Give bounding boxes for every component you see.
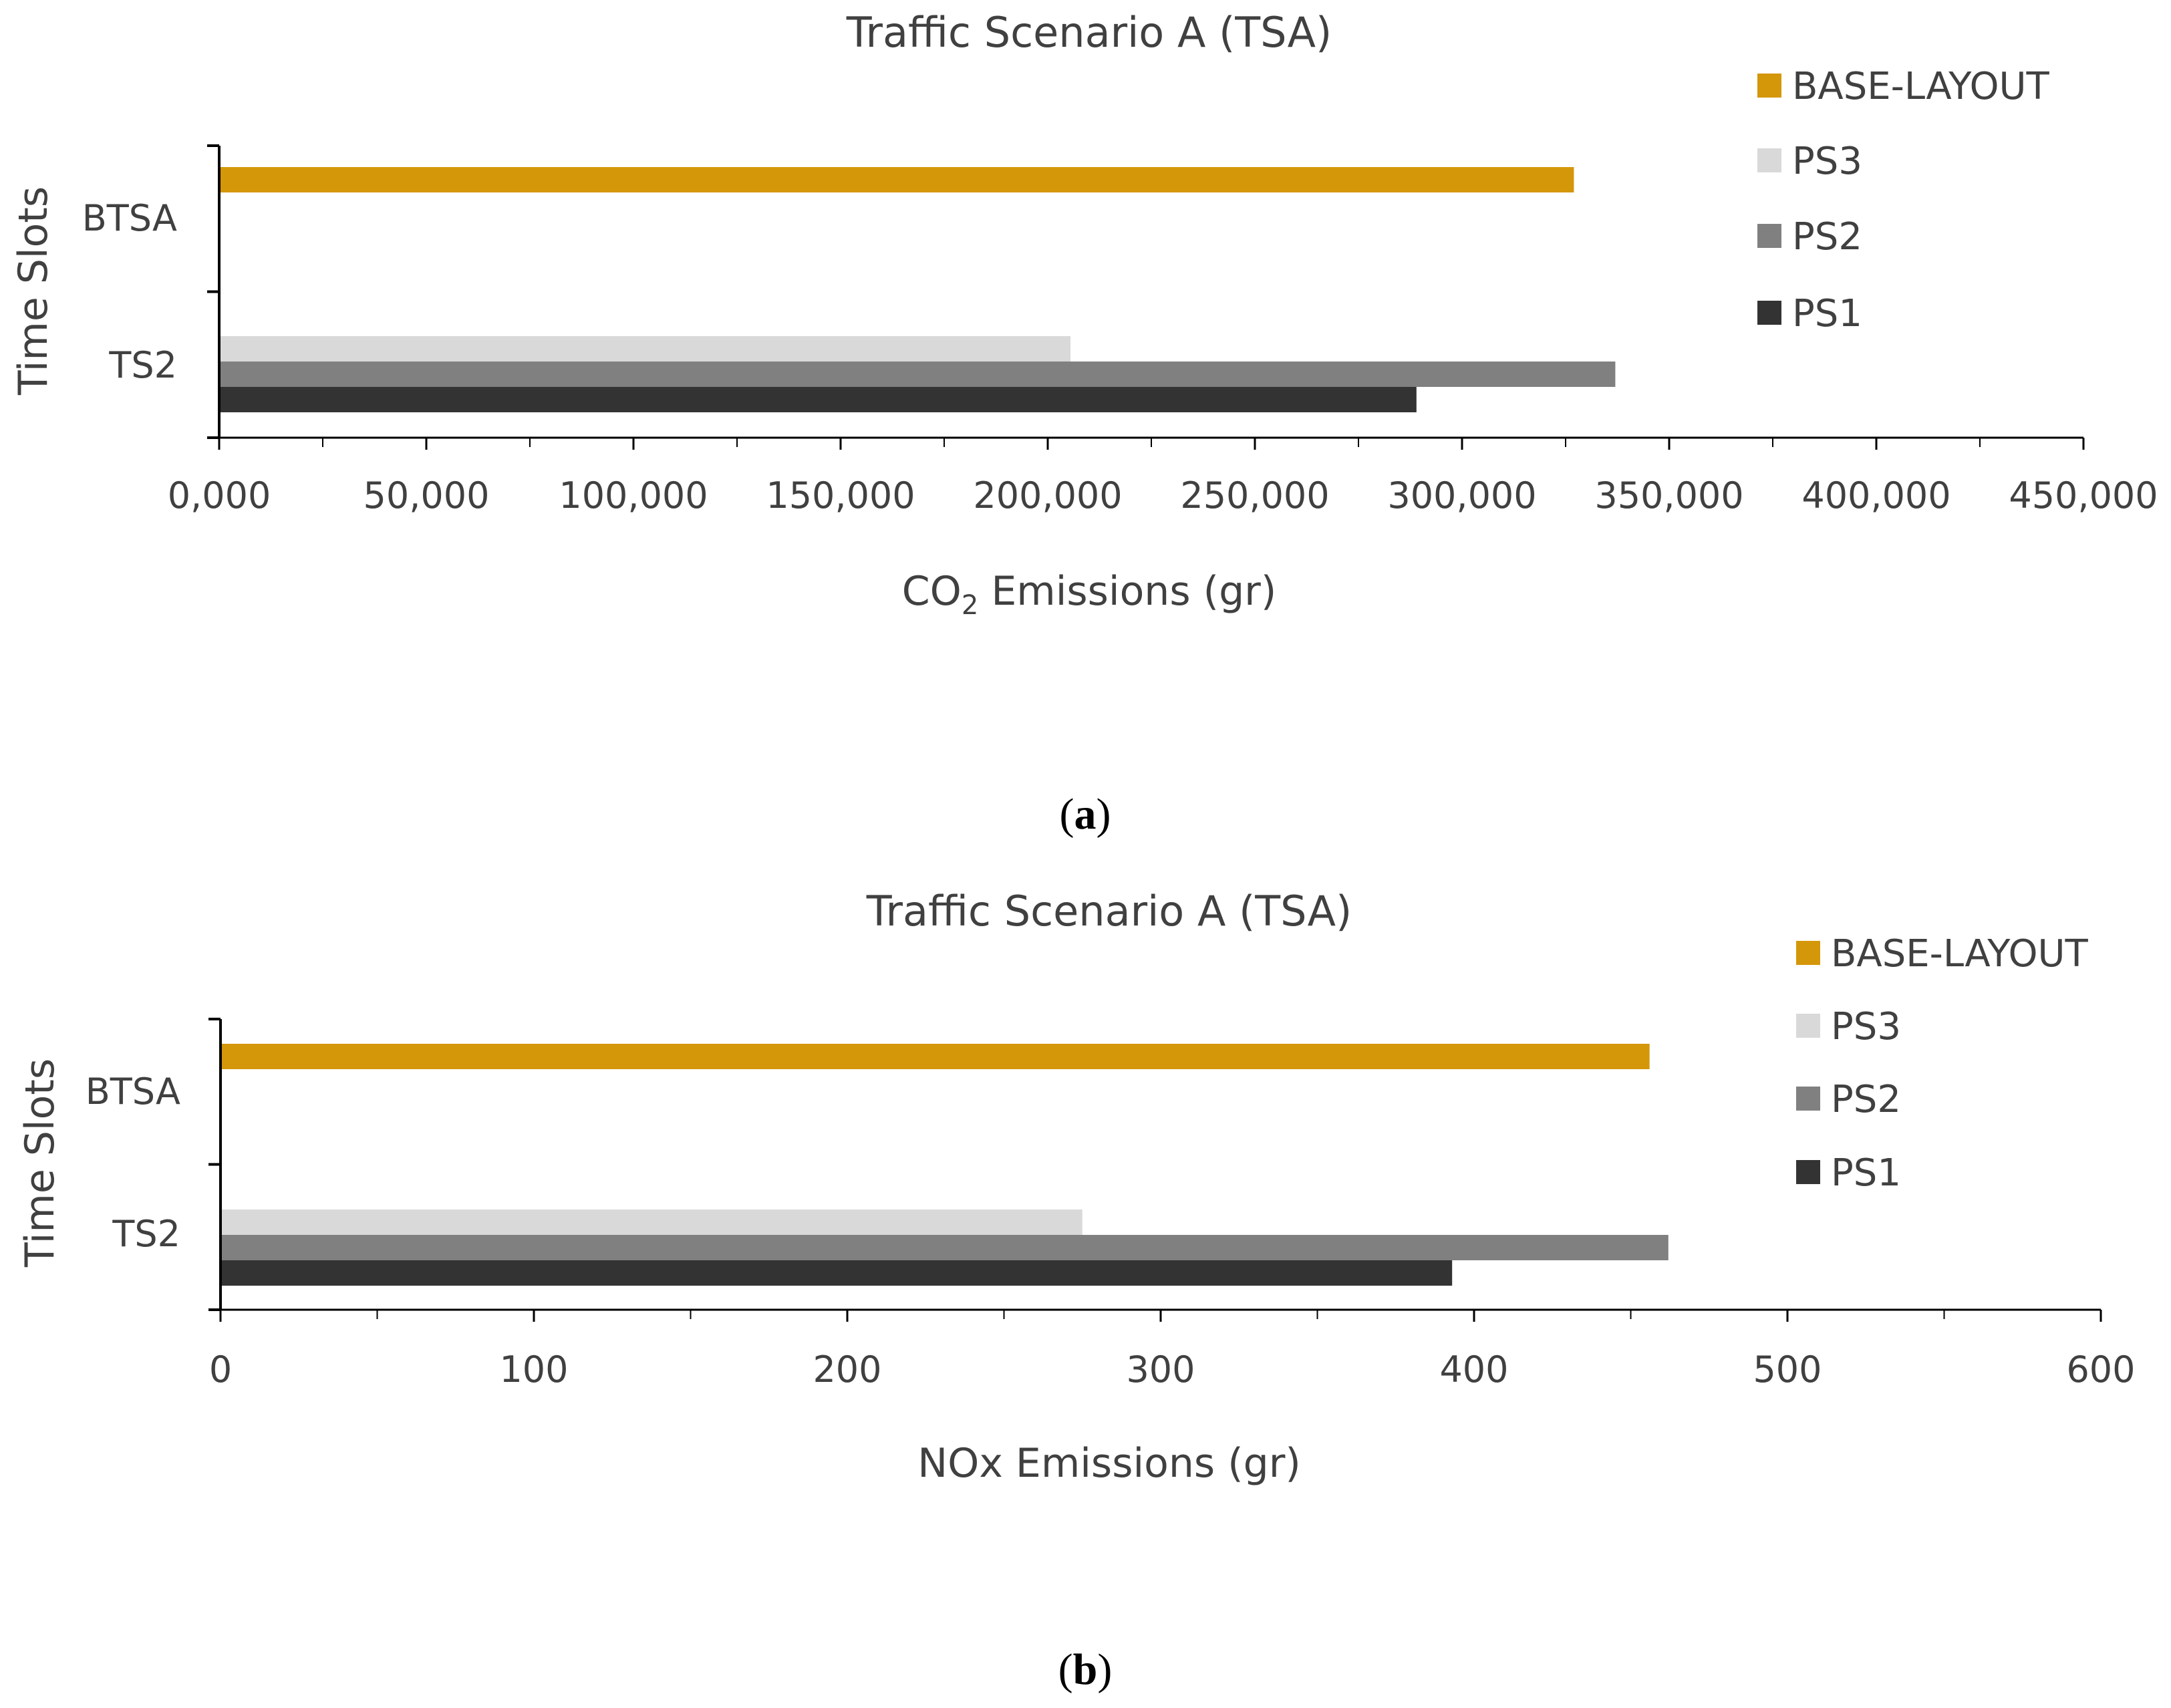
chart-a-legend-label-ps2: PS2 bbox=[1792, 215, 1862, 259]
chart-b-x-tick-label: 0 bbox=[209, 1348, 232, 1391]
chart-b-y-axis-label: Time Slots bbox=[17, 1058, 63, 1268]
chart-a-co2-emissions: Traffic Scenario A (TSA) Time Slots BTSA… bbox=[10, 8, 2158, 839]
chart-b-x-tick-label: 400 bbox=[1439, 1348, 1508, 1391]
chart-b-bar-ps3-ts2 bbox=[221, 1209, 1082, 1235]
chart-a-x-axis-label-rest: Emissions (gr) bbox=[978, 568, 1276, 615]
chart-a-x-tick-labels: 0,000 50,000 100,000 150,000 200,000 250,000 3… bbox=[168, 474, 2158, 517]
chart-a-x-tick-label: 100,000 bbox=[559, 474, 708, 517]
chart-a-x-axis-label-subscript: 2 bbox=[962, 590, 978, 621]
chart-b-legend-swatch-ps1 bbox=[1796, 1160, 1820, 1184]
chart-a-axes bbox=[207, 144, 2085, 450]
chart-a-bar-ps2-ts2 bbox=[219, 362, 1616, 387]
chart-b-x-tick-label: 300 bbox=[1126, 1348, 1195, 1391]
chart-a-legend-label-ps3: PS3 bbox=[1792, 140, 1862, 183]
chart-a-caption: (a) bbox=[1060, 790, 1111, 839]
chart-a-x-tick-label: 350,000 bbox=[1594, 474, 1743, 517]
chart-a-x-tick-label: 400,000 bbox=[1801, 474, 1950, 517]
chart-b-legend-label-ps2: PS2 bbox=[1831, 1078, 1901, 1121]
chart-b-bar-ps2-ts2 bbox=[221, 1235, 1669, 1260]
chart-b-x-tick-labels: 0 100 200 300 400 500 600 bbox=[209, 1348, 2136, 1391]
chart-a-x-tick-label: 150,000 bbox=[766, 474, 915, 517]
chart-b-legend-swatch-base-layout bbox=[1796, 941, 1820, 965]
chart-b-axes bbox=[208, 1018, 2102, 1322]
chart-a-x-tick-label: 50,000 bbox=[364, 474, 490, 517]
chart-b-x-tick-label: 500 bbox=[1753, 1348, 1822, 1391]
chart-a-legend-swatch-ps2 bbox=[1757, 224, 1781, 248]
chart-b-caption-letter: b bbox=[1073, 1645, 1098, 1694]
chart-b-legend: BASE-LAYOUT PS3 PS2 PS1 bbox=[1796, 932, 2089, 1195]
chart-a-caption-close: ) bbox=[1097, 790, 1111, 839]
chart-a-category-label-ts2: TS2 bbox=[108, 344, 177, 386]
chart-b-bar-ps1-ts2 bbox=[221, 1260, 1453, 1286]
chart-b-legend-swatch-ps3 bbox=[1796, 1014, 1820, 1038]
chart-b-title: Traffic Scenario A (TSA) bbox=[866, 887, 1352, 936]
chart-a-bar-ps3-ts2 bbox=[219, 336, 1071, 362]
chart-a-bar-base-layout-btsa bbox=[219, 167, 1574, 192]
chart-b-x-tick-label: 100 bbox=[499, 1348, 568, 1391]
chart-b-legend-label-ps3: PS3 bbox=[1831, 1005, 1901, 1048]
chart-a-legend: BASE-LAYOUT PS3 PS2 PS1 bbox=[1757, 65, 2050, 335]
chart-a-x-tick-label: 250,000 bbox=[1180, 474, 1329, 517]
chart-a-legend-label-ps1: PS1 bbox=[1792, 292, 1862, 335]
chart-a-legend-label-base-layout: BASE-LAYOUT bbox=[1792, 65, 2050, 108]
chart-b-x-axis-label: NOx Emissions (gr) bbox=[917, 1440, 1301, 1487]
chart-a-bar-ps1-ts2 bbox=[219, 387, 1417, 412]
chart-a-legend-swatch-ps1 bbox=[1757, 301, 1781, 325]
chart-a-x-axis-label: CO2 Emissions (gr) bbox=[902, 568, 1277, 621]
chart-a-legend-swatch-base-layout bbox=[1757, 74, 1781, 98]
chart-a-x-tick-label: 450,000 bbox=[2009, 474, 2158, 517]
chart-a-bars bbox=[219, 167, 1616, 412]
chart-b-nox-emissions: Traffic Scenario A (TSA) Time Slots BTSA… bbox=[17, 887, 2136, 1694]
chart-a-x-tick-label: 200,000 bbox=[973, 474, 1122, 517]
chart-b-x-tick-label: 200 bbox=[813, 1348, 881, 1391]
chart-b-x-tick-label: 600 bbox=[2066, 1348, 2135, 1391]
chart-a-x-tick-label: 300,000 bbox=[1387, 474, 1536, 517]
chart-a-caption-open: ( bbox=[1060, 790, 1074, 839]
chart-b-legend-label-base-layout: BASE-LAYOUT bbox=[1831, 932, 2089, 976]
chart-b-caption-close: ) bbox=[1097, 1645, 1112, 1694]
chart-a-category-label-btsa: BTSA bbox=[82, 197, 177, 239]
chart-b-category-label-btsa: BTSA bbox=[86, 1071, 180, 1113]
chart-b-caption-open: ( bbox=[1058, 1645, 1073, 1694]
chart-b-bar-base-layout-btsa bbox=[221, 1044, 1650, 1069]
chart-a-legend-swatch-ps3 bbox=[1757, 148, 1781, 172]
chart-a-title: Traffic Scenario A (TSA) bbox=[846, 8, 1332, 57]
chart-a-y-axis-label: Time Slots bbox=[10, 186, 57, 396]
chart-b-category-label-ts2: TS2 bbox=[112, 1213, 180, 1255]
chart-a-caption-letter: a bbox=[1074, 790, 1097, 839]
chart-a-x-axis-label-co: CO bbox=[902, 568, 962, 615]
chart-b-legend-swatch-ps2 bbox=[1796, 1087, 1820, 1111]
chart-b-bars bbox=[221, 1044, 1669, 1286]
chart-a-x-tick-label: 0,000 bbox=[168, 474, 271, 517]
chart-b-legend-label-ps1: PS1 bbox=[1831, 1151, 1901, 1195]
chart-b-caption: (b) bbox=[1058, 1645, 1113, 1694]
